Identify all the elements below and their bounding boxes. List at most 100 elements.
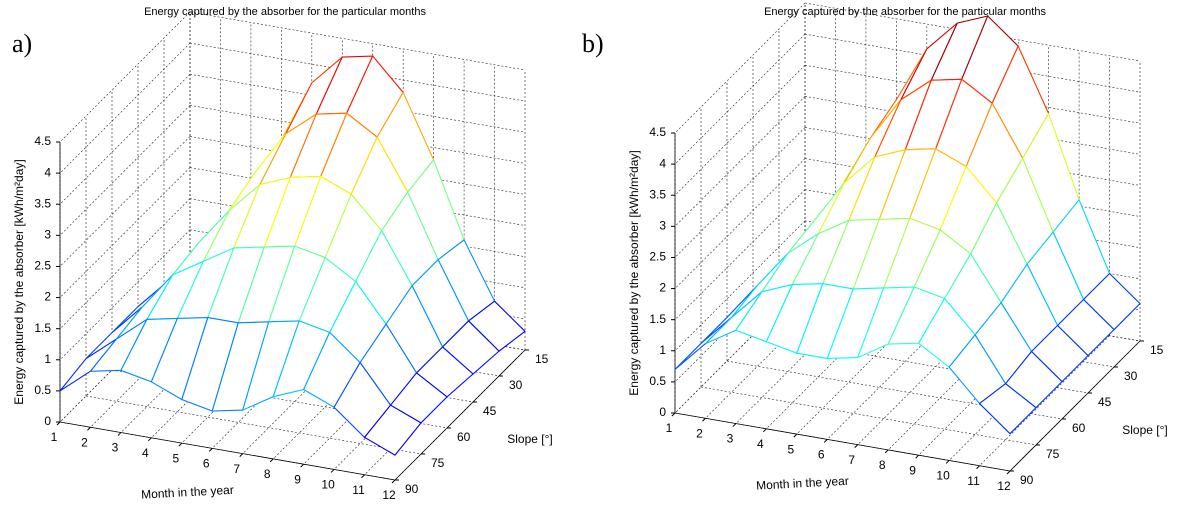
grid-line (674, 189, 806, 320)
z-tick-label: 3 (44, 228, 51, 242)
z-tick-label: 0 (659, 405, 666, 419)
z-axis-label: Energy captured by the absorber [kWh/m²d… (627, 150, 641, 395)
x-axis-label: Month in the year (756, 474, 849, 493)
grid-line (212, 318, 343, 449)
z-tick-label: 4 (659, 156, 666, 170)
x-tick-label: 12 (382, 488, 396, 502)
x-tick (1006, 470, 1011, 475)
y-tick-label: 60 (457, 430, 471, 444)
grid-line (333, 339, 465, 470)
x-tick-label: 5 (787, 442, 794, 456)
grid-line (242, 323, 373, 454)
x-tick (330, 469, 335, 473)
grid-line (59, 105, 191, 236)
z-tick-label: 0 (44, 414, 51, 428)
grid-line (674, 127, 806, 258)
grid-line (796, 303, 928, 435)
x-tick (793, 433, 798, 438)
y-tick-label: 30 (1124, 369, 1138, 383)
grid-line (189, 11, 526, 71)
grid-line (59, 229, 191, 360)
axis-line (59, 421, 396, 481)
x-tick (823, 439, 828, 443)
y-tick-label: 45 (1098, 395, 1112, 409)
grid-line (364, 344, 495, 475)
x-tick (945, 460, 950, 464)
z-tick-label: 4 (44, 165, 51, 179)
grid-line (674, 220, 806, 351)
grid-line (59, 11, 191, 143)
axis-line (1009, 340, 1141, 472)
x-tick (148, 437, 152, 442)
x-tick (239, 453, 244, 457)
z-tick-label: 1 (44, 352, 51, 366)
panel-label: b) (582, 29, 604, 58)
y-tick-label: 30 (509, 378, 523, 392)
x-tick-label: 2 (81, 435, 88, 449)
y-axis-label: Slope [°] (1122, 423, 1168, 437)
x-tick (884, 449, 889, 454)
grid-line (59, 291, 191, 423)
z-tick-label: 3.5 (34, 196, 51, 210)
grid-line (674, 65, 806, 196)
x-tick (391, 479, 396, 484)
z-tick-label: 2.5 (649, 250, 666, 264)
grid-line (674, 282, 806, 414)
x-tick-label: 10 (321, 478, 335, 492)
x-tick-label: 9 (909, 463, 916, 477)
chart-title: Energy captured by the absorber for the … (764, 6, 1046, 18)
x-tick-label: 2 (696, 426, 703, 440)
x-tick-label: 3 (112, 441, 119, 455)
grid-line (59, 42, 191, 174)
grid-line (59, 136, 191, 267)
grid-line (887, 319, 1019, 451)
z-tick-label: 0.5 (34, 383, 51, 397)
y-tick-label: 15 (1150, 343, 1164, 357)
x-tick (763, 428, 767, 433)
x-tick (854, 444, 859, 448)
chart-title: Energy captured by the absorber for the … (144, 6, 426, 18)
x-tick-label: 1 (51, 430, 58, 444)
x-tick-label: 11 (967, 474, 980, 488)
mesh-cell (363, 404, 422, 456)
x-tick (87, 426, 91, 431)
grid-line (120, 302, 252, 433)
grid-line (85, 395, 422, 455)
z-tick-label: 2.5 (34, 259, 51, 273)
grid-line (303, 333, 434, 465)
x-tick-label: 11 (352, 483, 365, 497)
y-tick-label: 15 (535, 352, 549, 366)
x-tick (300, 463, 304, 468)
x-tick (361, 474, 365, 479)
z-tick-label: 2 (659, 281, 666, 295)
grid-line (674, 2, 806, 134)
grid-line (272, 328, 404, 460)
x-tick-label: 12 (997, 479, 1011, 493)
x-tick (269, 458, 274, 463)
z-tick-label: 3 (659, 219, 666, 233)
x-tick-label: 10 (936, 469, 950, 483)
z-tick-label: 2 (44, 290, 51, 304)
grid-line (59, 74, 191, 205)
x-tick (702, 417, 706, 422)
grid-line (705, 288, 836, 419)
x-tick-label: 1 (666, 421, 673, 435)
y-axis-label: Slope [°] (507, 432, 553, 446)
axis-line (394, 349, 526, 481)
z-tick-label: 1 (659, 343, 666, 357)
x-tick-label: 6 (818, 448, 825, 462)
grid-line (59, 198, 191, 329)
grid-line (181, 312, 313, 444)
grid-line (948, 330, 1080, 461)
y-tick-label: 90 (405, 482, 419, 496)
x-tick-label: 6 (203, 457, 210, 471)
x-tick (117, 432, 122, 436)
x-tick (915, 454, 919, 459)
x-tick-label: 9 (294, 472, 301, 486)
x-tick-label: 7 (233, 462, 240, 476)
grid-line (726, 360, 1063, 420)
x-tick-label: 3 (727, 432, 734, 446)
grid-line (674, 33, 806, 165)
z-tick-label: 1.5 (34, 321, 51, 335)
x-tick-label: 8 (879, 458, 886, 472)
